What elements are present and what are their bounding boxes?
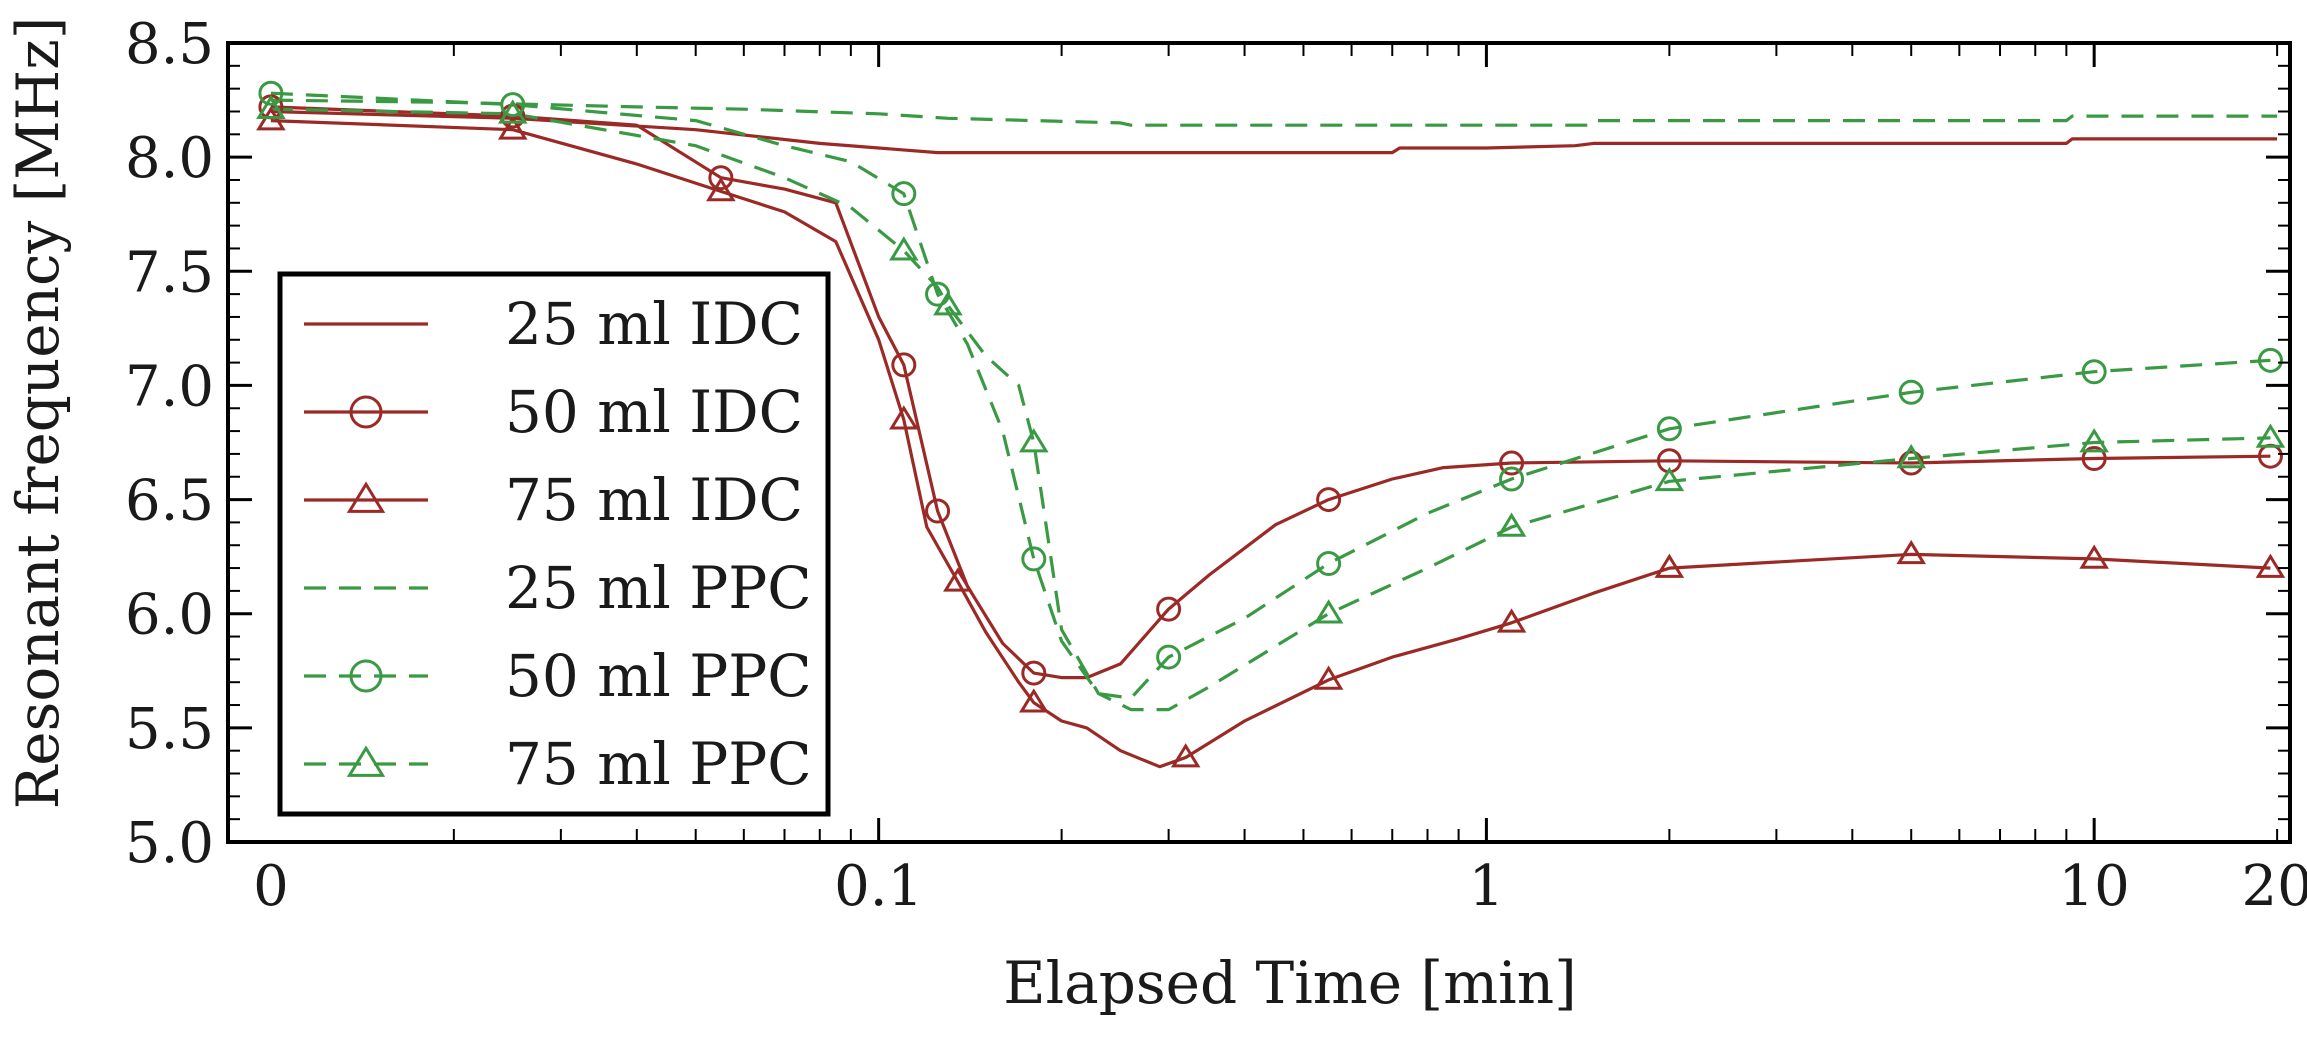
data-point bbox=[1654, 466, 1685, 492]
data-point bbox=[1170, 743, 1201, 768]
data-point bbox=[1021, 546, 1047, 572]
data-point bbox=[1316, 550, 1342, 576]
data-point bbox=[1018, 688, 1049, 713]
series-line-4 bbox=[270, 98, 2278, 127]
data-point bbox=[1496, 512, 1527, 537]
data-point bbox=[1021, 660, 1047, 686]
legend: 25 ml IDC 50 ml IDC 75 ml IDC 25 ml PPC 50 m… bbox=[277, 271, 831, 817]
legend-marker-3 bbox=[346, 481, 386, 513]
x-tick-label: 1 bbox=[1469, 854, 1505, 919]
y-tick-label: 6.5 bbox=[125, 469, 214, 534]
data-point bbox=[500, 92, 526, 118]
legend-frame bbox=[277, 271, 831, 817]
data-point bbox=[497, 115, 528, 140]
series-line-1 bbox=[270, 109, 2278, 155]
data-point bbox=[258, 80, 284, 106]
legend-label-5: 50 ml PPC bbox=[505, 642, 812, 710]
y-tick-label: 8.0 bbox=[125, 126, 214, 191]
data-point bbox=[2081, 445, 2107, 471]
data-point bbox=[706, 176, 736, 202]
y-tick-label: 7.0 bbox=[125, 354, 214, 419]
data-point bbox=[1018, 428, 1049, 453]
data-point bbox=[2255, 553, 2286, 578]
data-point bbox=[1156, 644, 1182, 670]
data-point bbox=[1656, 416, 1682, 442]
x-tick-label: 20 bbox=[2241, 854, 2307, 919]
data-point bbox=[1313, 599, 1344, 624]
y-tick-label: 8.5 bbox=[125, 12, 214, 77]
legend-marker-6 bbox=[346, 745, 386, 777]
data-point bbox=[708, 165, 734, 191]
data-point bbox=[1499, 450, 1525, 476]
legend-label-3: 75 ml IDC bbox=[505, 466, 803, 534]
x-tick-label: 0 bbox=[253, 854, 289, 919]
data-point bbox=[925, 498, 951, 524]
y-tick-label: 5.5 bbox=[125, 697, 214, 762]
data-point bbox=[891, 181, 917, 207]
data-point bbox=[256, 94, 286, 120]
data-point bbox=[889, 405, 919, 430]
series-line-6 bbox=[270, 107, 2271, 712]
data-point bbox=[1654, 553, 1685, 578]
data-point bbox=[2081, 359, 2107, 385]
data-point bbox=[497, 99, 528, 124]
data-point bbox=[1316, 487, 1342, 513]
data-point bbox=[943, 567, 973, 592]
data-point bbox=[1156, 596, 1182, 622]
x-tick-label: 0.1 bbox=[834, 854, 923, 919]
data-point bbox=[2257, 347, 2283, 373]
legend-label-1: 25 ml IDC bbox=[505, 290, 803, 358]
data-point bbox=[1898, 379, 1924, 405]
series-line-5 bbox=[270, 91, 2271, 700]
y-axis-label: Resonant frequency [MHz] bbox=[4, 17, 72, 810]
legend-label-4: 25 ml PPC bbox=[505, 554, 812, 622]
data-point bbox=[1896, 539, 1927, 565]
data-point bbox=[1496, 608, 1527, 633]
series-line-3 bbox=[270, 119, 2271, 769]
legend-label-2: 50 ml IDC bbox=[505, 378, 803, 446]
data-point bbox=[889, 236, 919, 261]
axis-ticks: 5.0 5.5 6.0 6.5 7.0 7.5 8.0 8.5 0 0.1 1 10 20 bbox=[125, 12, 2307, 919]
data-point bbox=[2079, 428, 2109, 453]
plot-frame bbox=[226, 41, 2292, 844]
data-point bbox=[1313, 665, 1344, 690]
data-point bbox=[1896, 444, 1927, 469]
data-point bbox=[1499, 466, 1525, 492]
data-point bbox=[2079, 544, 2109, 569]
x-tick-label: 10 bbox=[2059, 854, 2130, 919]
y-tick-label: 7.5 bbox=[125, 240, 214, 305]
y-tick-label: 5.0 bbox=[125, 811, 214, 876]
legend-label-6: 75 ml PPC bbox=[505, 730, 812, 798]
data-point bbox=[2255, 423, 2286, 448]
plot-markers bbox=[256, 80, 2286, 768]
x-axis-label: Elapsed Time [min] bbox=[1003, 949, 1576, 1017]
y-tick-label: 6.0 bbox=[125, 583, 214, 648]
legend-marker-5 bbox=[349, 659, 383, 693]
legend-marker-2 bbox=[349, 395, 383, 429]
data-point bbox=[891, 352, 917, 378]
data-point bbox=[933, 291, 963, 316]
